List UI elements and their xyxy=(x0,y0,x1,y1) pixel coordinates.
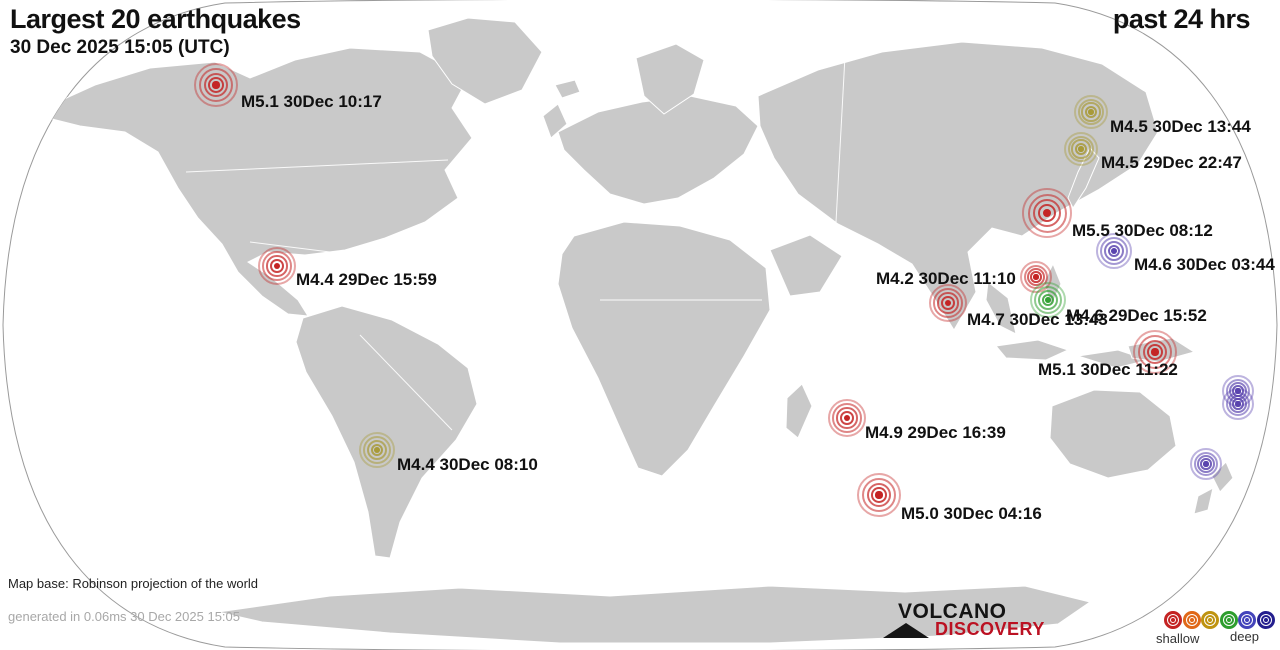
legend-ring xyxy=(1168,615,1178,625)
north-america xyxy=(39,47,473,317)
legend-ring xyxy=(1238,611,1256,629)
quake-marker[interactable] xyxy=(1074,95,1108,129)
depth-legend-icon xyxy=(1219,611,1238,629)
quake-ring xyxy=(1096,233,1132,269)
quake-marker[interactable] xyxy=(1133,330,1177,374)
quake-label: M5.5 30Dec 08:12 xyxy=(1072,221,1213,240)
depth-legend-icon xyxy=(1182,611,1201,629)
quake-ring xyxy=(857,473,901,517)
legend-ring xyxy=(1245,618,1249,622)
page-title: Largest 20 earthquakes xyxy=(10,4,301,34)
arabian-peninsula xyxy=(769,234,843,297)
quake-label: M4.2 30Dec 11:10 xyxy=(876,269,1016,288)
africa xyxy=(557,221,771,477)
country-borders xyxy=(185,55,846,431)
volcano-discovery-logo[interactable]: VOLCANO DISCOVERY xyxy=(883,600,1048,644)
quake-marker[interactable] xyxy=(1222,388,1254,420)
asia xyxy=(757,41,1159,331)
indonesia-west xyxy=(995,339,1070,361)
quake-ring xyxy=(1074,95,1108,129)
legend-shallow-label: shallow xyxy=(1156,631,1200,646)
quake-marker[interactable] xyxy=(1030,282,1066,318)
quake-ring xyxy=(1030,282,1066,318)
scandinavia xyxy=(635,43,705,115)
legend-ring xyxy=(1201,611,1219,629)
australia xyxy=(1049,389,1177,479)
generated-note: generated in 0.06ms 30 Dec 2025 15:05 xyxy=(8,609,241,624)
quake-label: M5.0 30Dec 04:16 xyxy=(901,504,1042,523)
legend-deep-label: deep xyxy=(1230,629,1259,644)
legend-ring xyxy=(1205,615,1215,625)
quake-marker[interactable] xyxy=(1064,132,1098,166)
quake-ring xyxy=(194,63,238,107)
depth-legend-icon xyxy=(1201,611,1219,629)
quake-label: M4.5 29Dec 22:47 xyxy=(1101,153,1242,172)
quake-ring xyxy=(1190,448,1222,480)
legend-ring xyxy=(1186,615,1197,625)
quake-label: M4.7 30Dec 13:43 xyxy=(967,310,1108,329)
quake-label: M4.9 29Dec 16:39 xyxy=(865,423,1006,442)
legend-ring xyxy=(1182,611,1201,629)
quake-marker[interactable] xyxy=(1190,448,1222,480)
legend-ring xyxy=(1189,618,1194,622)
antarctica xyxy=(217,585,1092,644)
quake-marker[interactable] xyxy=(194,63,238,107)
quake-marker[interactable] xyxy=(929,284,967,322)
depth-legend-icon xyxy=(1238,611,1256,629)
quake-ring xyxy=(1064,132,1098,166)
legend-ring xyxy=(1171,618,1175,622)
quake-label: M5.1 30Dec 11:22 xyxy=(1038,360,1178,379)
legend-ring xyxy=(1256,611,1275,629)
quake-marker[interactable] xyxy=(359,432,395,468)
legend-ring xyxy=(1219,611,1238,629)
quake-ring xyxy=(1222,388,1254,420)
depth-legend-icon xyxy=(1256,611,1275,629)
madagascar xyxy=(785,383,813,439)
quake-ring xyxy=(359,432,395,468)
quake-marker[interactable] xyxy=(828,399,866,437)
japan xyxy=(1067,147,1100,210)
quake-label: M5.1 30Dec 10:17 xyxy=(241,92,382,111)
quake-marker[interactable] xyxy=(1096,233,1132,269)
quake-ring xyxy=(929,284,967,322)
quake-marker[interactable] xyxy=(1022,188,1072,238)
quake-ring xyxy=(1022,188,1072,238)
map-base-note: Map base: Robinson projection of the wor… xyxy=(8,576,259,591)
quake-ring xyxy=(258,247,296,285)
quake-marker[interactable] xyxy=(258,247,296,285)
south-america xyxy=(295,305,478,559)
legend-ring xyxy=(1164,611,1182,629)
quake-label: M4.6 30Dec 03:44 xyxy=(1134,255,1275,274)
southeast-asia xyxy=(985,281,1017,335)
depth-legend: shallow deep xyxy=(1156,611,1276,647)
legend-ring xyxy=(1223,615,1234,625)
greenland xyxy=(427,17,543,105)
legend-ring xyxy=(1263,618,1268,622)
quake-marker[interactable] xyxy=(857,473,901,517)
british-isles xyxy=(542,103,568,139)
quake-label: M4.5 30Dec 13:44 xyxy=(1110,117,1251,136)
continents xyxy=(39,17,1234,644)
page-subtitle: 30 Dec 2025 15:05 (UTC) xyxy=(10,37,230,58)
quake-ring xyxy=(828,399,866,437)
volcano-triangle-icon xyxy=(883,623,929,638)
legend-ring xyxy=(1208,618,1212,622)
depth-legend-icon xyxy=(1164,611,1182,629)
quake-label: M4.4 30Dec 08:10 xyxy=(397,455,538,474)
legend-ring xyxy=(1226,618,1231,622)
iceland xyxy=(554,79,581,99)
logo-text-volcano: VOLCANO xyxy=(898,600,1007,623)
logo-text-discovery: DISCOVERY xyxy=(935,619,1045,639)
legend-ring xyxy=(1260,615,1271,625)
new-zealand-south xyxy=(1193,487,1214,515)
quake-ring xyxy=(1133,330,1177,374)
legend-ring xyxy=(1242,615,1252,625)
period-label: past 24 hrs xyxy=(1112,4,1251,34)
quake-label: M4.6 29Dec 15:52 xyxy=(1066,306,1207,325)
quake-label: M4.4 29Dec 15:59 xyxy=(296,270,437,289)
